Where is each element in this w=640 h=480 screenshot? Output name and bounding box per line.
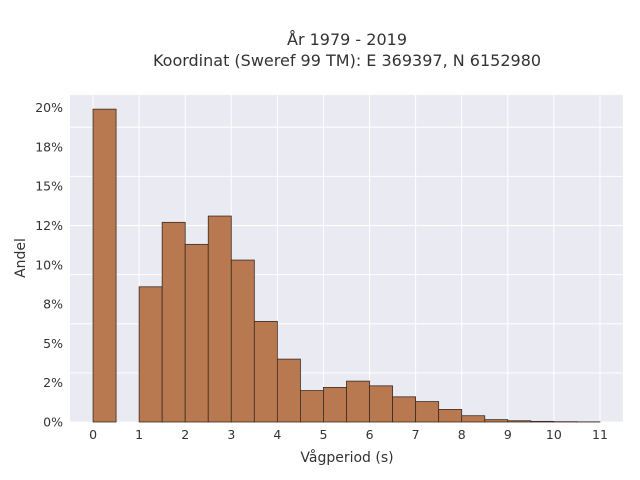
y-tick-label: 20% bbox=[35, 100, 63, 115]
histogram-bar bbox=[438, 409, 463, 423]
x-tick-label: 3 bbox=[227, 427, 235, 442]
histogram-bar bbox=[276, 358, 301, 423]
y-tick-label: 15% bbox=[35, 179, 63, 194]
grid-lines bbox=[70, 95, 623, 423]
y-tick-label: 18% bbox=[35, 139, 63, 154]
histogram-bar bbox=[323, 387, 347, 423]
histogram-bar bbox=[392, 396, 417, 423]
x-tick-label: 4 bbox=[273, 427, 281, 442]
x-tick-label: 7 bbox=[412, 427, 420, 442]
y-axis-label: Andel bbox=[13, 238, 29, 278]
histogram-bar bbox=[300, 390, 324, 423]
x-tick-label: 1 bbox=[135, 427, 143, 442]
x-tick-label: 9 bbox=[504, 427, 512, 442]
x-tick-label: 5 bbox=[319, 427, 327, 442]
bars bbox=[92, 108, 601, 423]
histogram-bar bbox=[484, 419, 509, 423]
histogram-bar bbox=[230, 259, 255, 423]
histogram-bar bbox=[415, 401, 440, 423]
x-axis-label: Vågperiod (s) bbox=[300, 449, 393, 466]
x-tick-label: 6 bbox=[366, 427, 374, 442]
x-tick-label: 2 bbox=[181, 427, 189, 442]
y-tick-label: 5% bbox=[43, 336, 63, 351]
histogram-bar bbox=[507, 420, 532, 423]
histogram-bar bbox=[346, 380, 370, 423]
histogram-bar bbox=[138, 286, 163, 423]
y-tick-label: 10% bbox=[35, 257, 63, 272]
chart-title-line-1: År 1979 - 2019 bbox=[287, 30, 407, 49]
histogram-bar bbox=[369, 385, 393, 423]
x-tick-label: 11 bbox=[592, 427, 608, 442]
histogram-bar bbox=[253, 320, 278, 423]
x-tick-label: 10 bbox=[546, 427, 562, 442]
x-tick-labels: 0 1 2 3 4 5 6 7 8 9 10 11 bbox=[89, 427, 608, 442]
histogram-bar bbox=[184, 243, 209, 423]
histogram-bar bbox=[530, 420, 555, 423]
histogram-bar bbox=[92, 108, 117, 423]
y-tick-labels: 0% 2% 5% 8% 10% 12% 15% 18% 20% bbox=[35, 100, 63, 429]
x-tick-label: 8 bbox=[458, 427, 466, 442]
histogram-bar bbox=[461, 415, 486, 423]
y-tick-label: 0% bbox=[43, 415, 63, 430]
y-tick-label: 2% bbox=[43, 375, 63, 390]
y-tick-label: 8% bbox=[43, 297, 63, 312]
histogram-bar bbox=[161, 221, 186, 423]
x-tick-label: 0 bbox=[89, 427, 97, 442]
histogram-bar bbox=[207, 215, 232, 423]
chart-title-line-2: Koordinat (Sweref 99 TM): E 369397, N 61… bbox=[153, 51, 541, 70]
y-tick-label: 12% bbox=[35, 218, 63, 233]
